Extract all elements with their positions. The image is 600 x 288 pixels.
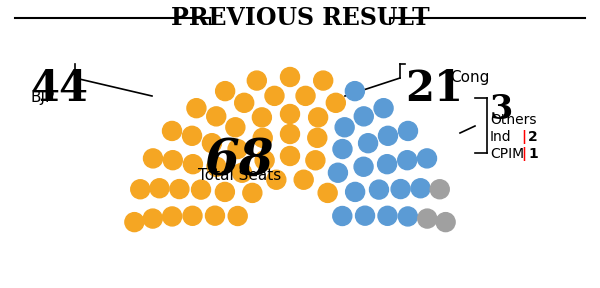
Circle shape — [398, 207, 418, 226]
Circle shape — [411, 179, 430, 198]
Circle shape — [243, 183, 262, 202]
Circle shape — [354, 157, 373, 176]
Circle shape — [306, 151, 325, 170]
Circle shape — [346, 182, 365, 201]
Circle shape — [281, 67, 299, 86]
Circle shape — [370, 180, 388, 199]
Circle shape — [378, 206, 397, 225]
Circle shape — [207, 107, 226, 126]
Circle shape — [296, 86, 315, 105]
Circle shape — [379, 126, 397, 145]
Circle shape — [143, 149, 163, 168]
Circle shape — [215, 182, 235, 201]
Circle shape — [326, 93, 346, 112]
Circle shape — [356, 206, 374, 225]
Circle shape — [328, 163, 347, 182]
Circle shape — [170, 179, 189, 198]
Text: 21: 21 — [405, 68, 463, 110]
Circle shape — [281, 105, 299, 124]
Circle shape — [354, 107, 373, 126]
Circle shape — [163, 122, 182, 141]
Circle shape — [150, 179, 169, 198]
Text: Others: Others — [490, 113, 536, 127]
Text: 3: 3 — [490, 93, 513, 126]
Circle shape — [228, 140, 247, 158]
Circle shape — [233, 163, 251, 182]
Text: Ind: Ind — [490, 130, 512, 144]
Circle shape — [308, 108, 328, 127]
Circle shape — [182, 126, 202, 145]
Text: Cong: Cong — [450, 70, 490, 85]
Circle shape — [335, 118, 354, 137]
Circle shape — [207, 157, 226, 176]
Text: Total Seats: Total Seats — [199, 168, 281, 183]
Circle shape — [143, 209, 162, 228]
Circle shape — [294, 170, 313, 189]
Circle shape — [215, 82, 235, 101]
Circle shape — [125, 213, 144, 232]
Circle shape — [333, 140, 352, 158]
Text: BJP: BJP — [30, 90, 54, 105]
Text: 44: 44 — [30, 68, 88, 110]
Circle shape — [398, 151, 417, 170]
Circle shape — [131, 180, 150, 199]
Circle shape — [398, 122, 418, 141]
Circle shape — [265, 86, 284, 105]
Circle shape — [308, 128, 327, 147]
Circle shape — [163, 207, 182, 226]
Text: PREVIOUS RESULT: PREVIOUS RESULT — [170, 6, 430, 30]
Circle shape — [205, 206, 224, 225]
Circle shape — [418, 209, 437, 228]
Text: 68: 68 — [205, 138, 275, 187]
Circle shape — [253, 108, 271, 127]
Circle shape — [253, 128, 272, 147]
Text: |: | — [521, 130, 526, 144]
Circle shape — [163, 151, 182, 170]
Circle shape — [359, 134, 377, 153]
Text: 1: 1 — [528, 147, 538, 161]
Circle shape — [247, 71, 266, 90]
Circle shape — [191, 180, 211, 199]
Circle shape — [374, 99, 393, 118]
Circle shape — [281, 124, 299, 143]
Circle shape — [255, 151, 274, 170]
Circle shape — [281, 147, 299, 166]
Circle shape — [314, 71, 332, 90]
Circle shape — [391, 179, 410, 198]
Circle shape — [228, 206, 247, 226]
Circle shape — [202, 134, 221, 153]
Circle shape — [187, 99, 206, 118]
Text: CPIM: CPIM — [490, 147, 524, 161]
Circle shape — [183, 206, 202, 225]
Circle shape — [333, 206, 352, 226]
Circle shape — [226, 118, 245, 137]
Circle shape — [377, 155, 397, 174]
Circle shape — [346, 82, 364, 101]
Text: 2: 2 — [528, 130, 538, 144]
Text: |: | — [521, 147, 526, 161]
Circle shape — [318, 183, 337, 202]
Circle shape — [436, 213, 455, 232]
Circle shape — [418, 149, 437, 168]
Circle shape — [235, 93, 254, 112]
Circle shape — [184, 155, 202, 174]
Circle shape — [267, 170, 286, 189]
Circle shape — [430, 180, 449, 199]
